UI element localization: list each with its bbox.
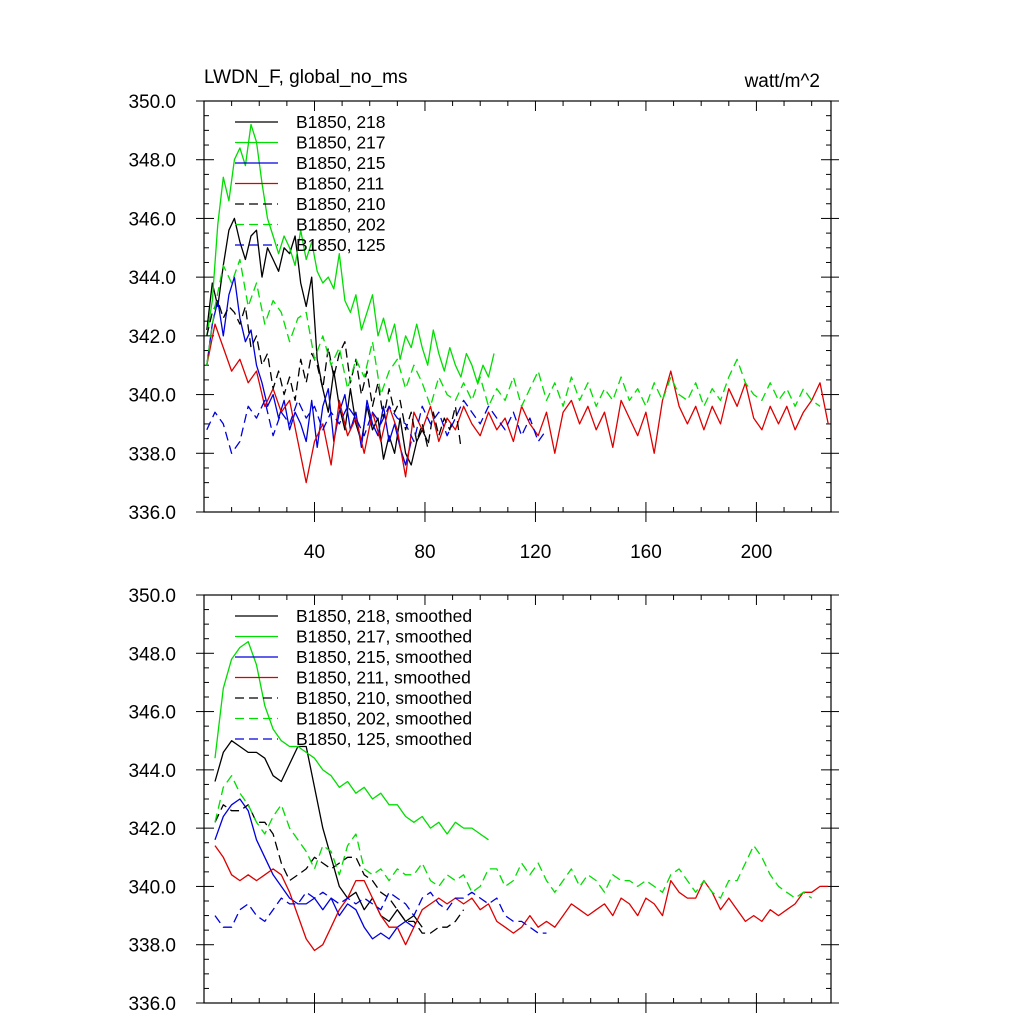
legend-label: B1850, 125 <box>296 235 386 255</box>
legend-label: B1850, 210, smoothed <box>296 688 472 708</box>
x-tick-label: 120 <box>520 542 552 563</box>
y-tick-label: 348.0 <box>128 644 176 665</box>
chart-units: watt/m^2 <box>744 71 820 92</box>
x-tick-label: 40 <box>304 542 325 563</box>
y-tick-label: 338.0 <box>128 936 176 957</box>
x-tick-label: 80 <box>414 542 435 563</box>
series-line <box>206 258 821 407</box>
legend-label: B1850, 217 <box>296 133 386 153</box>
series-line <box>214 891 547 934</box>
y-tick-label: 344.0 <box>128 268 176 289</box>
y-tick-label: 342.0 <box>128 819 176 840</box>
series-line <box>214 845 829 952</box>
y-tick-label: 342.0 <box>128 327 176 348</box>
series-line <box>214 775 813 899</box>
legend-label: B1850, 125, smoothed <box>296 729 472 749</box>
series-line <box>214 804 465 934</box>
legend-label: B1850, 217, smoothed <box>296 627 472 647</box>
y-tick-label: 338.0 <box>128 444 176 465</box>
series-line <box>214 640 489 841</box>
y-tick-label: 348.0 <box>128 151 176 172</box>
y-tick-label: 344.0 <box>128 761 176 782</box>
bottom-panel: 336.0 338.0 340.0 342.0 344.0 346.0 348.0 350.0… <box>128 586 839 1015</box>
y-tick-label: 336.0 <box>128 503 176 524</box>
y-tick-label: 340.0 <box>128 386 176 407</box>
legend-label: B1850, 210 <box>296 194 386 214</box>
legend-label: B1850, 218 <box>296 112 386 132</box>
series-line <box>206 123 495 384</box>
x-tick-label: 200 <box>741 542 773 563</box>
legend-label: B1850, 211 <box>296 174 384 194</box>
top-panel: 336.0 338.0 340.0 342.0 344.0 346.0 348.0 350.0… <box>128 92 839 563</box>
plot-frame <box>203 594 832 1004</box>
series-group <box>206 123 829 484</box>
legend-label: B1850, 202 <box>296 215 386 235</box>
y-tick-label: 340.0 <box>128 877 176 898</box>
series-group <box>214 640 829 952</box>
series-line <box>206 399 548 454</box>
y-tick-label: 346.0 <box>128 209 176 230</box>
series-line <box>206 217 429 466</box>
legend-label: B1850, 211, smoothed <box>296 668 471 688</box>
chart-title: LWDN_F, global_no_ms <box>204 67 407 88</box>
plot-frame <box>203 100 832 513</box>
y-tick-label: 336.0 <box>128 994 176 1015</box>
y-tick-label: 346.0 <box>128 703 176 724</box>
legend-label: B1850, 215 <box>296 153 386 173</box>
series-line <box>206 299 462 449</box>
y-tick-label: 350.0 <box>128 586 176 607</box>
y-tick-label: 350.0 <box>128 92 176 113</box>
x-tick-label: 160 <box>630 542 662 563</box>
legend-label: B1850, 202, smoothed <box>296 709 472 729</box>
legend-label: B1850, 215, smoothed <box>296 647 472 667</box>
series-line <box>214 740 423 928</box>
legend-label: B1850, 218, smoothed <box>296 606 472 626</box>
series-line <box>206 323 829 484</box>
